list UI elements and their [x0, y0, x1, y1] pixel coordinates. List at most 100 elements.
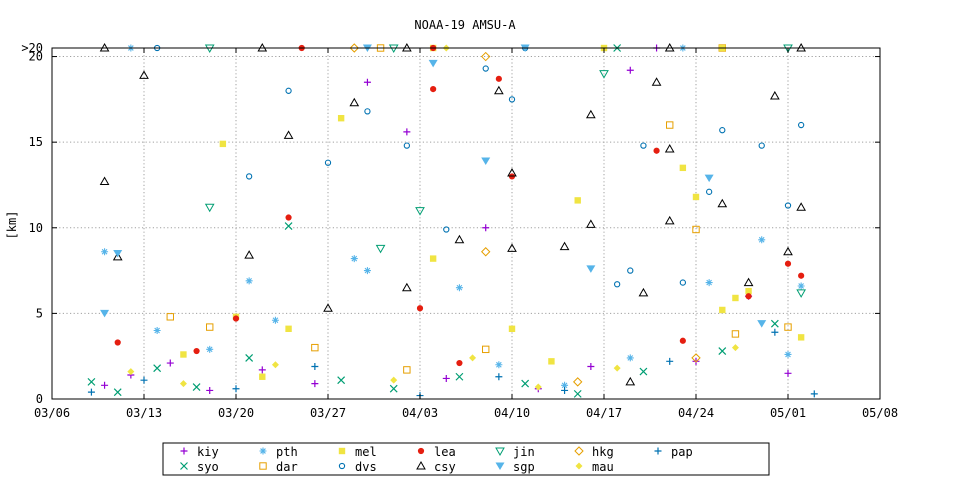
legend-label-dar: dar: [276, 460, 298, 474]
data-point: [664, 215, 675, 225]
legend-marker-mau: [575, 462, 583, 470]
data-point: [337, 376, 346, 385]
y-tick-label: >20: [21, 41, 43, 55]
data-point: [285, 87, 292, 94]
legend-marker-pap: [654, 447, 662, 455]
series-dar: [166, 44, 792, 374]
data-point: [153, 364, 162, 373]
data-point: [640, 142, 647, 149]
data-point: [112, 251, 123, 261]
data-point: [87, 388, 95, 396]
data-point: [731, 330, 740, 338]
data-point: [324, 159, 332, 166]
legend-marker-sgp: [495, 462, 505, 470]
data-point: [180, 351, 187, 358]
data-point: [758, 142, 765, 149]
data-point: [586, 265, 596, 273]
x-tick-label: 04/24: [678, 406, 714, 420]
data-point: [403, 142, 411, 149]
data-points: [87, 42, 818, 400]
data-point: [100, 309, 110, 318]
data-point: [101, 248, 109, 256]
data-point: [99, 176, 110, 186]
data-point: [259, 373, 266, 380]
data-point: [495, 75, 502, 82]
legend-marker-csy: [416, 460, 426, 470]
x-tick-label: 04/17: [586, 406, 622, 420]
data-point: [798, 272, 805, 279]
legend-marker-dar: [259, 462, 267, 470]
data-point: [311, 343, 319, 352]
data-point: [784, 202, 792, 209]
data-point: [140, 376, 148, 384]
x-tick-label: 03/20: [218, 406, 254, 420]
data-point: [599, 70, 609, 79]
data-point: [285, 214, 292, 221]
data-point: [717, 198, 728, 208]
data-point: [587, 362, 595, 370]
legend-marker-hkg: [574, 446, 584, 456]
data-point: [613, 364, 621, 372]
data-point: [679, 337, 686, 344]
data-point: [508, 96, 516, 103]
data-point: [456, 359, 463, 367]
grid-lines: [52, 48, 880, 399]
data-point: [508, 325, 516, 332]
legend-label-pap: pap: [671, 445, 693, 459]
data-point: [113, 388, 122, 397]
data-point: [206, 345, 214, 353]
data-point: [206, 386, 214, 394]
data-point: [430, 85, 437, 93]
x-tick-label: 03/13: [126, 406, 162, 420]
legend-label-syo: syo: [197, 460, 219, 474]
data-point: [482, 224, 490, 232]
data-point: [679, 279, 687, 286]
data-point: [403, 128, 411, 136]
data-point: [389, 384, 398, 393]
data-point: [573, 377, 583, 387]
x-tick-label: 05/01: [770, 406, 806, 420]
data-point: [482, 65, 489, 72]
data-point: [574, 197, 581, 204]
series-lea: [114, 44, 805, 367]
data-point: [429, 255, 437, 262]
data-point: [561, 381, 569, 389]
x-tick-label: 04/10: [494, 406, 530, 420]
data-point: [284, 222, 293, 230]
data-point: [337, 115, 345, 122]
data-point: [796, 289, 807, 298]
data-point: [732, 294, 739, 302]
data-point: [625, 376, 636, 386]
data-point: [548, 358, 555, 365]
y-tick-label: 15: [29, 135, 43, 149]
data-point: [428, 59, 438, 68]
legend-label-hkg: hkg: [592, 445, 614, 459]
data-point: [481, 51, 491, 62]
data-point: [638, 287, 649, 297]
data-point: [139, 70, 149, 79]
data-point: [561, 386, 569, 394]
x-tick-label: 03/27: [310, 406, 346, 420]
data-point: [745, 287, 752, 295]
data-point: [666, 357, 674, 365]
data-point: [507, 243, 517, 252]
data-point: [311, 362, 319, 370]
data-point: [311, 380, 319, 388]
series-mel: [180, 44, 805, 380]
data-point: [745, 293, 752, 300]
data-point: [495, 373, 503, 381]
data-point: [743, 277, 754, 287]
legend-marker-kiy: [180, 447, 188, 455]
data-point: [666, 121, 674, 129]
data-point: [704, 174, 714, 183]
series-pth: [101, 44, 805, 389]
legend-marker-mel: [338, 447, 346, 455]
axes: 03/06 03/13 03/20 03/27 04/03 04/10 04/17 04/24…: [21, 41, 898, 420]
legend-marker-dvs: [338, 462, 346, 470]
data-point: [113, 249, 123, 258]
data-point: [283, 130, 294, 139]
data-point: [390, 376, 398, 384]
data-point: [442, 374, 450, 382]
